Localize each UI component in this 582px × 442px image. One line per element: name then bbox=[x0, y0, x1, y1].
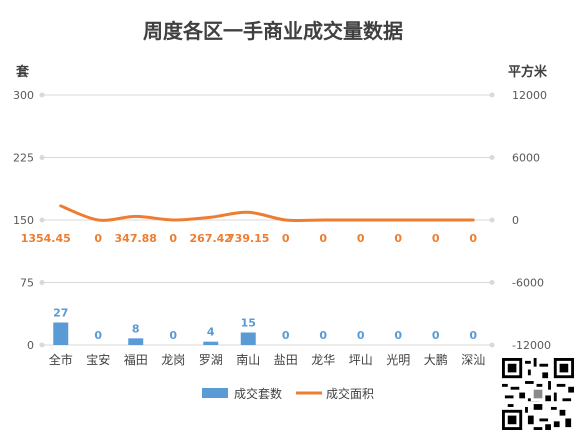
y-right-axis-label: 平方米 bbox=[508, 64, 548, 80]
x-tick-label: 深汕 bbox=[461, 353, 485, 367]
line-data-label: 1354.45 bbox=[21, 232, 71, 245]
bar-data-label: 0 bbox=[319, 329, 327, 342]
bar-全市 bbox=[53, 322, 69, 345]
legend-label-bar: 成交套数 bbox=[234, 386, 282, 401]
x-tick-label: 全市 bbox=[49, 352, 73, 367]
chart-title: 周度各区一手商业成交量数据 bbox=[143, 19, 403, 43]
bar-data-label: 0 bbox=[432, 329, 440, 342]
bar-layer bbox=[53, 322, 256, 345]
legend-label-line: 成交面积 bbox=[326, 386, 374, 401]
gridline-marker bbox=[39, 342, 45, 348]
label-layer: 27 0 8 0 4 15 0 0 0 0 0 0 1354.45 0 347.88 0 267.42739.1… bbox=[21, 232, 478, 342]
bar-data-label: 0 bbox=[94, 329, 102, 342]
y-right-tick-label: -12000 bbox=[512, 339, 551, 352]
bar-data-label: 4 bbox=[207, 326, 215, 339]
line-data-label: 0 bbox=[94, 232, 102, 245]
legend-swatch-bar bbox=[202, 388, 228, 398]
bar-data-label: 0 bbox=[394, 329, 402, 342]
gridline-marker bbox=[489, 155, 495, 160]
line-data-label: 267.42 bbox=[190, 232, 232, 245]
y-right-tick-label: -6000 bbox=[512, 277, 544, 290]
y-left-tick-label: 300 bbox=[13, 89, 34, 102]
y-left-axis-label: 套 bbox=[15, 64, 30, 80]
x-tick-label: 龙岗 bbox=[161, 353, 185, 367]
grid-layer bbox=[39, 92, 495, 348]
line-data-label: 0 bbox=[169, 232, 177, 245]
y-right-tick-label: 0 bbox=[512, 214, 519, 227]
x-tick-label: 南山 bbox=[236, 352, 260, 367]
line-data-label: 0 bbox=[469, 232, 477, 245]
x-tick-label: 龙华 bbox=[311, 353, 335, 367]
bar-南山 bbox=[240, 332, 256, 345]
gridline-marker bbox=[39, 92, 45, 98]
gridline-marker bbox=[489, 217, 495, 223]
bar-data-label: 0 bbox=[357, 329, 365, 342]
gridline-marker bbox=[39, 155, 45, 160]
line-layer bbox=[59, 204, 475, 223]
axis-layer: 075150225300-12000-60000600012000全市 宝安 福田龙… bbox=[13, 89, 551, 367]
bar-罗湖 bbox=[203, 341, 219, 345]
x-tick-label: 盐田 bbox=[274, 353, 298, 367]
line-data-label: 0 bbox=[394, 232, 402, 245]
bar-data-label: 8 bbox=[132, 322, 140, 335]
line-data-label: 0 bbox=[432, 232, 440, 245]
x-tick-label: 宝安 bbox=[86, 352, 110, 367]
gridline-marker bbox=[489, 92, 495, 98]
gridline-marker bbox=[489, 280, 495, 285]
bar-data-label: 0 bbox=[169, 329, 177, 342]
y-right-tick-label: 6000 bbox=[512, 152, 540, 165]
y-left-tick-label: 150 bbox=[13, 214, 34, 227]
bar-data-label: 15 bbox=[241, 317, 256, 330]
line-series-成交面积 bbox=[59, 204, 475, 223]
bar-福田 bbox=[128, 338, 144, 345]
bar-data-label: 0 bbox=[282, 329, 290, 342]
gridline-marker bbox=[489, 342, 495, 348]
y-left-tick-label: 75 bbox=[20, 277, 34, 290]
line-data-label: 0 bbox=[357, 232, 365, 245]
y-left-tick-label: 225 bbox=[13, 152, 34, 165]
y-right-tick-label: 12000 bbox=[512, 89, 547, 102]
x-tick-label: 福田 bbox=[124, 352, 148, 367]
gridline-marker bbox=[39, 280, 45, 285]
x-tick-label: 罗湖 bbox=[199, 352, 223, 367]
gridline-marker bbox=[39, 217, 45, 223]
qr-code-image bbox=[502, 358, 574, 430]
x-tick-label: 光明 bbox=[386, 353, 410, 367]
line-data-label: 739.15 bbox=[227, 232, 269, 245]
line-data-label: 0 bbox=[282, 232, 290, 245]
line-data-label: 0 bbox=[319, 232, 327, 245]
legend-layer: 成交套数 成交面积 bbox=[202, 386, 374, 401]
bar-data-label: 27 bbox=[53, 307, 68, 320]
y-left-tick-label: 0 bbox=[27, 339, 34, 352]
x-tick-label: 坪山 bbox=[349, 353, 373, 367]
x-tick-label: 大鹏 bbox=[424, 353, 448, 367]
bar-data-label: 0 bbox=[469, 329, 477, 342]
line-data-label: 347.88 bbox=[115, 232, 157, 245]
